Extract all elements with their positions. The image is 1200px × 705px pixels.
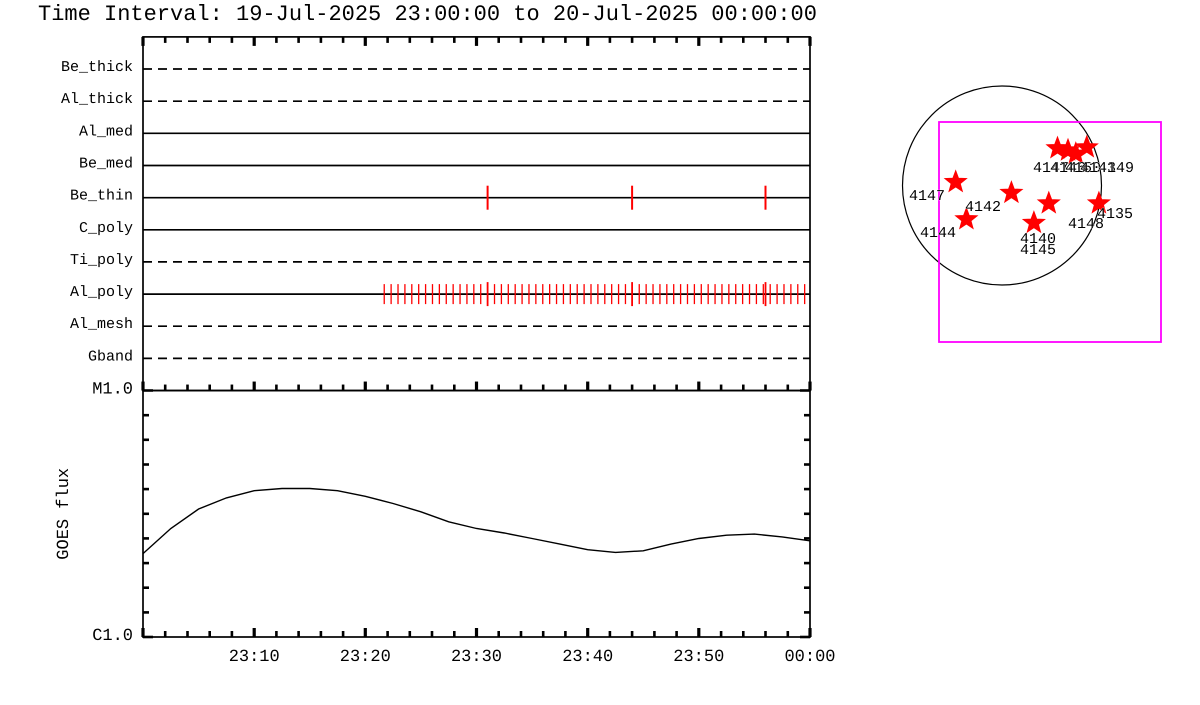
svg-text:Be_thin: Be_thin [70, 188, 133, 205]
svg-text:4149: 4149 [1098, 160, 1134, 177]
svg-text:23:10: 23:10 [229, 648, 280, 667]
svg-text:GOES flux: GOES flux [55, 468, 74, 560]
svg-text:Ti_poly: Ti_poly [70, 252, 133, 269]
svg-text:23:40: 23:40 [562, 648, 613, 667]
svg-text:23:50: 23:50 [673, 648, 724, 667]
svg-text:C1.0: C1.0 [92, 627, 133, 646]
svg-text:Be_thick: Be_thick [61, 59, 133, 76]
svg-text:Al_poly: Al_poly [70, 284, 133, 301]
svg-text:00:00: 00:00 [784, 648, 835, 667]
svg-text:4147: 4147 [909, 188, 945, 205]
svg-text:23:30: 23:30 [451, 648, 502, 667]
svg-text:4144: 4144 [920, 225, 956, 242]
svg-text:4135: 4135 [1097, 206, 1133, 223]
svg-text:Al_mesh: Al_mesh [70, 316, 133, 333]
svg-text:C_poly: C_poly [79, 220, 133, 237]
svg-text:M1.0: M1.0 [92, 381, 133, 400]
svg-text:Time Interval: 19-Jul-2025 23:: Time Interval: 19-Jul-2025 23:00:00 to 2… [38, 2, 817, 27]
svg-text:Be_med: Be_med [79, 156, 133, 173]
svg-text:23:20: 23:20 [340, 648, 391, 667]
svg-text:Al_thick: Al_thick [61, 91, 133, 108]
svg-text:4145: 4145 [1020, 242, 1056, 259]
svg-text:4142: 4142 [965, 199, 1001, 216]
svg-text:Al_med: Al_med [79, 123, 133, 140]
svg-text:Gband: Gband [88, 348, 133, 365]
